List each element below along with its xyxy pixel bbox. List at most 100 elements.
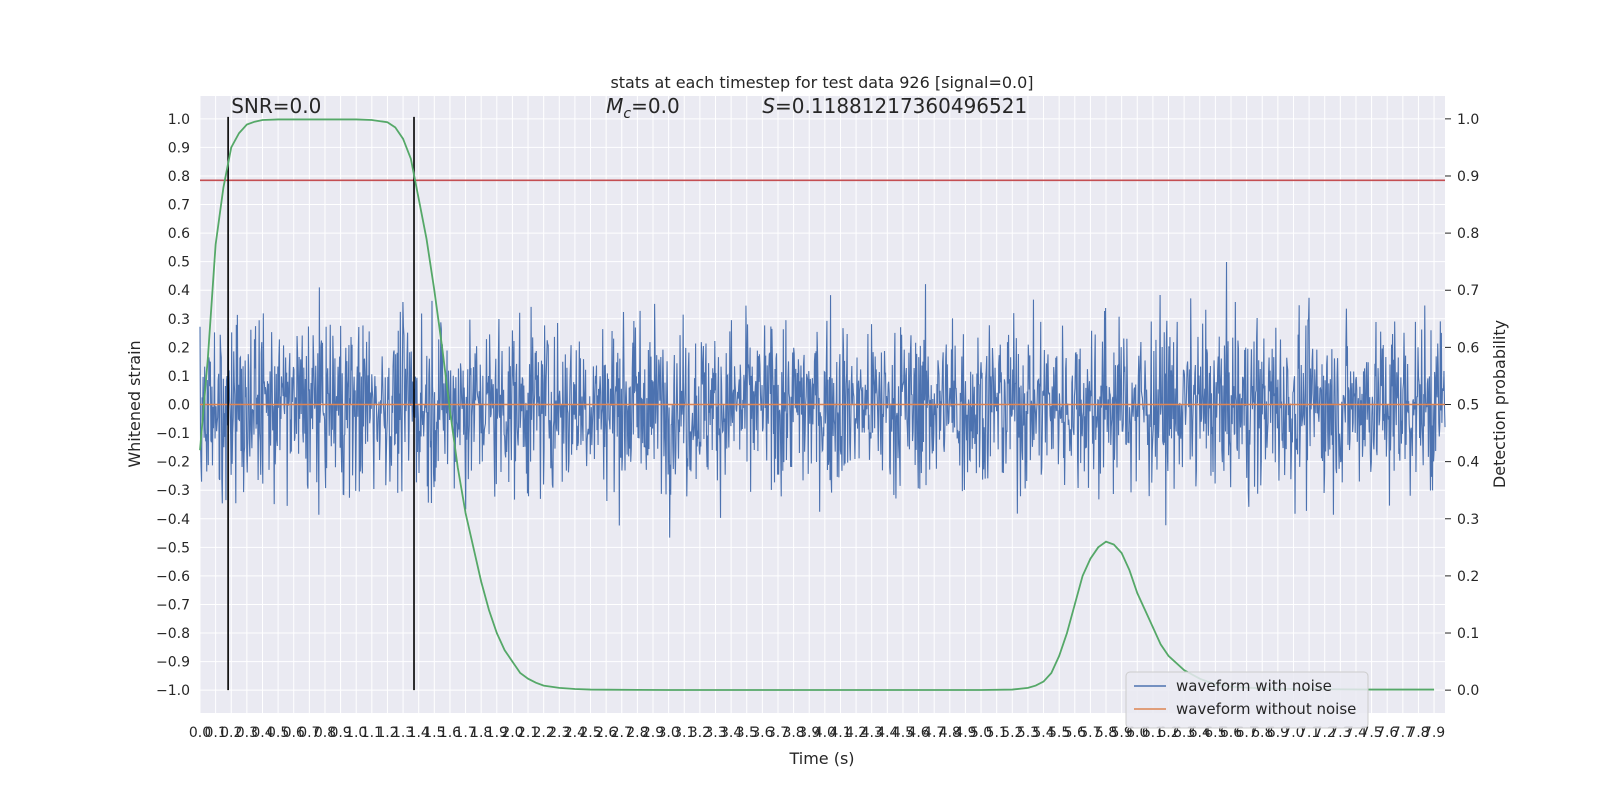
x-tick-label: 2.8 <box>626 725 648 741</box>
x-tick-label: 2.7 <box>611 725 633 741</box>
x-tick-label: 6.6 <box>1220 725 1242 741</box>
x-tick-label: 0.2 <box>220 725 242 741</box>
x-tick-label: 0.6 <box>283 725 305 741</box>
y-tick-label-right: 0.5 <box>1457 398 1479 414</box>
annotation-s-symbol: S <box>762 94 775 118</box>
x-tick-label: 0.4 <box>251 725 273 741</box>
y-tick-label-right: 0.9 <box>1457 169 1479 185</box>
x-tick-label: 4.9 <box>954 725 976 741</box>
x-tick-label: 1.2 <box>376 725 398 741</box>
series-waveform-with-noise <box>199 261 1446 538</box>
y-tick-label-left: −0.5 <box>156 540 190 556</box>
x-tick-label: 3.0 <box>657 725 679 741</box>
x-tick-label: 1.4 <box>408 725 430 741</box>
detection-probability-line <box>199 118 1435 691</box>
x-tick-label: 4.3 <box>861 725 883 741</box>
annotation-chirp-mass-value: =0.0 <box>631 94 680 118</box>
x-tick-label: 1.5 <box>423 725 445 741</box>
x-tick-label: 5.7 <box>1079 725 1101 741</box>
x-tick-label: 7.1 <box>1298 725 1320 741</box>
x-tick-label: 2.2 <box>533 725 555 741</box>
reference-lines <box>200 116 1445 691</box>
x-tick-label: 1.9 <box>486 725 508 741</box>
y-tick-label-left: −0.3 <box>156 483 190 499</box>
tick-labels: 0.00.10.20.30.40.50.60.70.80.91.01.11.21… <box>156 112 1479 741</box>
x-tick-label: 7.0 <box>1282 725 1304 741</box>
x-tick-label: 3.1 <box>673 725 695 741</box>
x-tick-label: 3.4 <box>720 725 742 741</box>
x-tick-label: 3.6 <box>751 725 773 741</box>
x-tick-label: 1.6 <box>439 725 461 741</box>
y-tick-label-right: 0.8 <box>1457 226 1479 242</box>
x-tick-label: 3.3 <box>704 725 726 741</box>
y-tick-label-left: −0.4 <box>156 512 190 528</box>
x-tick-label: 3.5 <box>736 725 758 741</box>
y-tick-label-left: 0.5 <box>168 255 190 271</box>
x-tick-label: 7.8 <box>1407 725 1429 741</box>
x-tick-label: 5.6 <box>1064 725 1086 741</box>
x-tick-label: 1.0 <box>345 725 367 741</box>
x-tick-label: 7.7 <box>1392 725 1414 741</box>
x-tick-label: 6.5 <box>1204 725 1226 741</box>
x-tick-label: 2.9 <box>642 725 664 741</box>
x-tick-label: 2.3 <box>548 725 570 741</box>
y-tick-label-left: 0.7 <box>168 198 190 214</box>
x-tick-label: 7.9 <box>1423 725 1445 741</box>
y-tick-label-left: 0.2 <box>168 340 190 356</box>
x-tick-label: 6.4 <box>1189 725 1211 741</box>
annotation-snr: SNR=0.0 <box>231 94 321 118</box>
x-tick-label: 4.8 <box>939 725 961 741</box>
x-tick-label: 0.3 <box>236 725 258 741</box>
x-tick-label: 4.5 <box>892 725 914 741</box>
y-tick-label-left: 0.3 <box>168 312 190 328</box>
y-tick-label-left: −0.1 <box>156 426 190 442</box>
annotation-chirp-mass: Mc=0.0 <box>606 94 680 122</box>
y-tick-label-left: 0.9 <box>168 140 190 156</box>
x-tick-label: 5.8 <box>1095 725 1117 741</box>
x-tick-label: 5.2 <box>1001 725 1023 741</box>
x-tick-label: 2.5 <box>579 725 601 741</box>
x-tick-label: 3.2 <box>689 725 711 741</box>
y-tick-label-left: 0.1 <box>168 369 190 385</box>
x-tick-label: 1.7 <box>454 725 476 741</box>
x-tick-label: 4.6 <box>907 725 929 741</box>
x-tick-label: 7.2 <box>1314 725 1336 741</box>
x-tick-label: 3.9 <box>798 725 820 741</box>
y-axis-label-left: Whitened strain <box>125 340 144 467</box>
noise-waveform-line <box>199 261 1446 538</box>
y-axis-label-right: Detection probability <box>1490 320 1509 488</box>
x-tick-label: 2.0 <box>501 725 523 741</box>
y-tick-label-left: −0.6 <box>156 569 190 585</box>
y-tick-label-left: 0.0 <box>168 398 190 414</box>
legend-label-waveform-with-noise: waveform with noise <box>1176 677 1332 695</box>
x-axis-label: Time (s) <box>788 749 854 768</box>
x-tick-label: 7.3 <box>1329 725 1351 741</box>
annotation-s: S=0.11881217360496521 <box>762 94 1027 118</box>
x-tick-label: 6.2 <box>1157 725 1179 741</box>
y-tick-label-right: 0.1 <box>1457 626 1479 642</box>
x-tick-label: 6.3 <box>1173 725 1195 741</box>
y-tick-label-left: −0.9 <box>156 655 190 671</box>
x-tick-label: 5.9 <box>1111 725 1133 741</box>
legend-label-waveform-without-noise: waveform without noise <box>1176 700 1356 718</box>
annotation-chirp-mass-subscript: c <box>623 106 631 122</box>
x-tick-label: 6.8 <box>1251 725 1273 741</box>
x-tick-label: 1.8 <box>470 725 492 741</box>
x-tick-label: 7.6 <box>1376 725 1398 741</box>
y-tick-label-left: 0.4 <box>168 283 190 299</box>
y-tick-label-right: 0.6 <box>1457 340 1479 356</box>
y-tick-label-right: 1.0 <box>1457 112 1479 128</box>
y-tick-label-right: 0.0 <box>1457 683 1479 699</box>
annotation-chirp-mass-symbol: M <box>606 94 623 118</box>
x-tick-label: 7.5 <box>1360 725 1382 741</box>
x-tick-label: 0.0 <box>189 725 211 741</box>
x-tick-label: 6.7 <box>1235 725 1257 741</box>
y-tick-label-right: 0.4 <box>1457 455 1479 471</box>
x-tick-label: 6.0 <box>1126 725 1148 741</box>
x-tick-label: 4.4 <box>876 725 898 741</box>
x-tick-label: 2.1 <box>517 725 539 741</box>
x-tick-label: 4.2 <box>845 725 867 741</box>
x-tick-label: 1.1 <box>361 725 383 741</box>
x-tick-label: 3.7 <box>767 725 789 741</box>
